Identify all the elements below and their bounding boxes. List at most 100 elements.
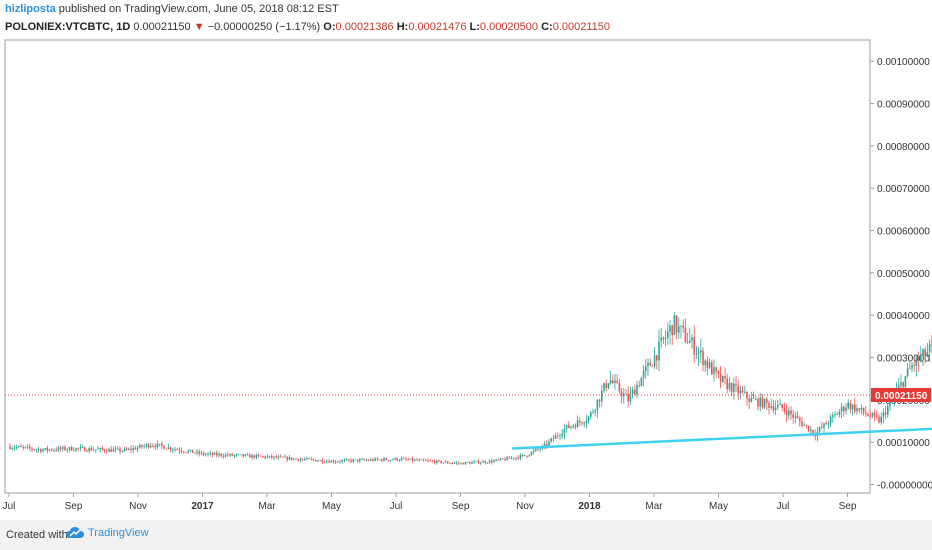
candle-body (724, 375, 726, 379)
candle-body (876, 415, 878, 417)
candle-body (460, 462, 462, 464)
candle-body (649, 362, 651, 366)
candle-body (587, 416, 590, 421)
candle-body (64, 447, 66, 450)
candle-body (484, 461, 486, 463)
x-tick-label: 2018 (578, 501, 601, 512)
x-tick-label: May (322, 501, 341, 512)
candle-body (213, 452, 216, 455)
candle-body (299, 459, 302, 461)
candle-body (334, 461, 337, 463)
candle-body (180, 450, 183, 452)
candle-body (86, 451, 88, 452)
candle-body (900, 382, 902, 386)
candle-body (352, 459, 354, 462)
candle-body (592, 411, 594, 413)
candle-body (238, 454, 240, 456)
candle-body (108, 449, 110, 452)
candle-body (363, 459, 365, 460)
candle-body (110, 449, 112, 452)
candle-body (420, 459, 423, 461)
high-value: 0.00021476 (408, 21, 467, 33)
candle-body (400, 458, 403, 461)
candle-body (319, 460, 321, 461)
candle-body (200, 452, 203, 454)
candle-body (330, 460, 332, 463)
candle-body (31, 448, 33, 450)
candle-body (735, 383, 737, 386)
y-tick-label: 0.00090000 (877, 100, 930, 111)
candle-body (920, 356, 922, 361)
candle-body (510, 457, 513, 459)
y-tick-label: 0.00030000 (877, 354, 930, 365)
candle-body (194, 452, 196, 454)
tradingview-logo[interactable]: TradingView (66, 526, 149, 540)
candle-body (145, 444, 148, 446)
candle-body (59, 447, 62, 449)
candle-body (878, 416, 880, 423)
candle-body (856, 408, 858, 412)
candle-body (521, 454, 524, 456)
candle-body (268, 455, 271, 457)
current-price-label: 0.00021150 (875, 391, 928, 402)
candle-body (152, 445, 154, 447)
candle-body (880, 416, 882, 423)
candle-body (183, 451, 185, 453)
candle-body (81, 447, 84, 448)
candle-body (559, 435, 561, 437)
candle-body (788, 410, 790, 416)
candle-body (359, 459, 361, 462)
symbol-label[interactable]: POLONIEX:VTCBTC, 1D (5, 21, 131, 33)
candle-body (407, 459, 409, 461)
candle-body (827, 423, 830, 425)
candle-body (277, 456, 280, 458)
candle-body (733, 383, 735, 393)
candle-body (84, 447, 86, 452)
candle-body (867, 414, 869, 416)
candle-body (77, 448, 79, 449)
candle-body (51, 449, 53, 451)
candle-body (114, 448, 117, 450)
candle-body (612, 380, 614, 383)
candle-body (812, 429, 814, 434)
candle-body (409, 458, 412, 460)
candle-body (244, 454, 247, 457)
candle-body (656, 355, 658, 361)
candle-body (398, 460, 401, 462)
candle-body (543, 444, 546, 446)
candle-body (508, 457, 511, 459)
candle-body (717, 371, 720, 374)
x-tick-label: Jul (3, 501, 16, 512)
candle-body (224, 454, 227, 457)
candle-body (695, 353, 698, 355)
candle-body (251, 455, 253, 458)
candle-body (796, 416, 799, 419)
candle-body (904, 376, 907, 387)
candle-body (651, 365, 654, 367)
chart-header: hizliposta published on TradingView.com,… (5, 3, 905, 39)
candle-body (185, 452, 187, 453)
candle-body (323, 462, 326, 463)
candle-body (66, 449, 68, 451)
x-tick-label: May (709, 501, 728, 512)
candle-body (730, 382, 733, 393)
author-link[interactable]: hizliposta (5, 3, 56, 15)
candle-body (240, 454, 242, 456)
candle-body (647, 362, 649, 367)
candle-body (517, 457, 519, 459)
candle-body (728, 382, 731, 390)
candle-body (495, 459, 497, 461)
candle-body (312, 459, 315, 461)
candle-body (367, 459, 370, 461)
candle-body (385, 458, 387, 460)
candle-body (887, 406, 889, 415)
candle-body (766, 399, 768, 403)
candle-body (438, 460, 440, 462)
candle-body (361, 459, 363, 460)
open-label: O: (323, 21, 336, 33)
candle-body (147, 444, 150, 448)
price-chart[interactable]: 0.00100000 0.00090000 0.00080000 0.00070000… (0, 0, 932, 520)
candle-body (770, 406, 772, 408)
candle-body (123, 449, 126, 451)
candle-body (231, 454, 233, 456)
